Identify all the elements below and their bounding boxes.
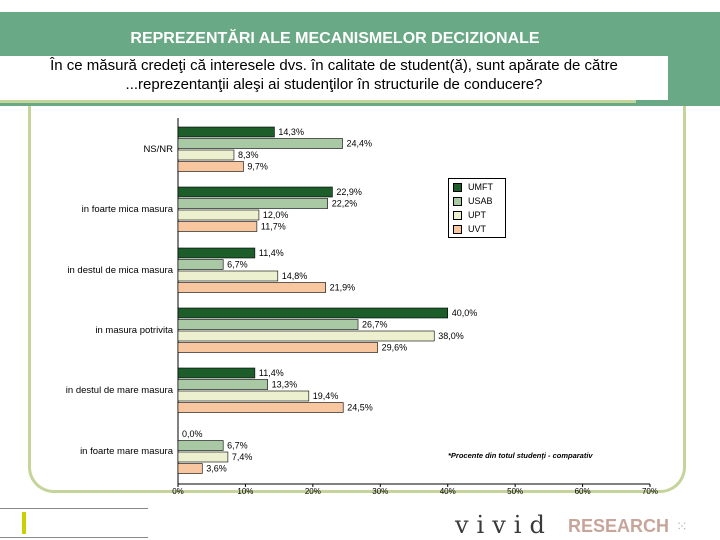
question-line-1: În ce măsură credeţi că interesele dvs. … xyxy=(50,57,618,74)
bar xyxy=(177,198,328,209)
legend-swatch xyxy=(453,197,462,207)
question-underline xyxy=(0,100,636,103)
x-tick-label: 70% xyxy=(642,487,658,496)
bar xyxy=(177,440,224,451)
x-tick-label: 30% xyxy=(372,487,388,496)
bar-value-label: 24,5% xyxy=(347,403,373,413)
legend-label: UMFT xyxy=(468,182,493,192)
question-line-2: ...reprezentanţii aleşi ai studenţilor î… xyxy=(125,76,543,93)
bar xyxy=(177,126,275,138)
bar-value-label: 11,7% xyxy=(261,222,286,232)
bar xyxy=(177,221,258,232)
bar-value-label: 26,7% xyxy=(362,320,388,330)
legend-item-usab: USAB xyxy=(453,195,493,207)
bar-value-label: 11,4% xyxy=(259,248,284,258)
bar-value-label: 38,0% xyxy=(438,331,464,341)
bar xyxy=(177,161,244,172)
bar-value-label: 9,7% xyxy=(247,162,268,172)
category-label: NS/NR xyxy=(143,144,173,155)
bar-value-label: 8,3% xyxy=(238,150,259,160)
bar xyxy=(177,451,229,463)
brand-logo-research: RESEARCH xyxy=(568,516,670,536)
legend-swatch xyxy=(453,211,462,221)
bar xyxy=(177,402,344,413)
x-tick-label: 40% xyxy=(440,487,456,496)
bar-value-label: 22,2% xyxy=(332,199,358,209)
bar-value-label: 0,0% xyxy=(182,429,203,439)
bar xyxy=(177,282,326,293)
slide-title: REPREZENTĂRI ALE MECANISMELOR DECIZIONAL… xyxy=(130,30,540,47)
bar-value-label: 22,9% xyxy=(336,187,362,197)
bar-value-label: 6,7% xyxy=(227,260,248,270)
legend-swatch xyxy=(453,225,462,235)
bar xyxy=(177,138,343,149)
legend-label: USAB xyxy=(468,196,493,206)
brand-logo-vivid: vivid xyxy=(455,511,553,539)
legend-item-upt: UPT xyxy=(453,209,486,221)
category-label: in destul de mare masura xyxy=(65,385,173,396)
bar-value-label: 24,4% xyxy=(347,139,373,149)
x-tick-label: 60% xyxy=(575,487,591,496)
bar xyxy=(177,379,268,390)
bar-value-label: 40,0% xyxy=(452,308,478,318)
bar xyxy=(177,307,449,319)
chart-legend: UMFT USAB UPT UVT xyxy=(448,178,506,238)
bar xyxy=(177,247,256,259)
bar xyxy=(177,270,279,282)
brand-dots-icon: ⁙ xyxy=(676,518,688,534)
legend-item-umft: UMFT xyxy=(453,181,493,193)
bar-value-label: 11,4% xyxy=(259,368,284,378)
x-tick-label: 20% xyxy=(305,487,321,496)
category-label: in foarte mica masura xyxy=(81,204,173,215)
category-label: in masura potrivita xyxy=(95,325,173,336)
bar-value-label: 14,8% xyxy=(282,271,308,281)
bar-value-label: 21,9% xyxy=(330,283,356,293)
bar xyxy=(177,330,435,342)
bar-value-label: 19,4% xyxy=(313,391,339,401)
bar xyxy=(177,367,256,379)
bar xyxy=(177,149,235,161)
x-tick-label: 10% xyxy=(237,487,253,496)
bar xyxy=(177,390,310,402)
bar-value-label: 13,3% xyxy=(272,380,298,390)
slide-frame xyxy=(28,95,686,493)
bar-value-label: 12,0% xyxy=(263,210,289,220)
bar xyxy=(177,186,333,198)
question-text: În ce măsură credeţi că interesele dvs. … xyxy=(0,56,668,100)
bar-value-label: 6,7% xyxy=(227,441,248,451)
bar xyxy=(177,463,203,474)
bar xyxy=(177,319,359,330)
legend-label: UPT xyxy=(468,210,486,220)
x-tick-label: 0% xyxy=(172,487,184,496)
legend-label: UVT xyxy=(468,224,486,234)
category-label: in destul de mica masura xyxy=(67,265,173,276)
bar xyxy=(177,259,224,270)
footer-accent-mark xyxy=(22,512,26,534)
footer-left-rule xyxy=(0,508,148,538)
legend-swatch xyxy=(453,183,462,193)
x-tick-label: 50% xyxy=(507,487,523,496)
bar-value-label: 7,4% xyxy=(232,452,253,462)
legend-item-uvt: UVT xyxy=(453,223,486,235)
bar xyxy=(177,209,260,221)
chart-note: *Procente din totul studenţi - comparati… xyxy=(448,451,593,460)
bar-value-label: 14,3% xyxy=(278,127,304,137)
bar-value-label: 3,6% xyxy=(206,464,227,474)
bar xyxy=(177,342,378,353)
category-label: in foarte mare masura xyxy=(80,446,173,457)
bar-value-label: 29,6% xyxy=(382,343,408,353)
